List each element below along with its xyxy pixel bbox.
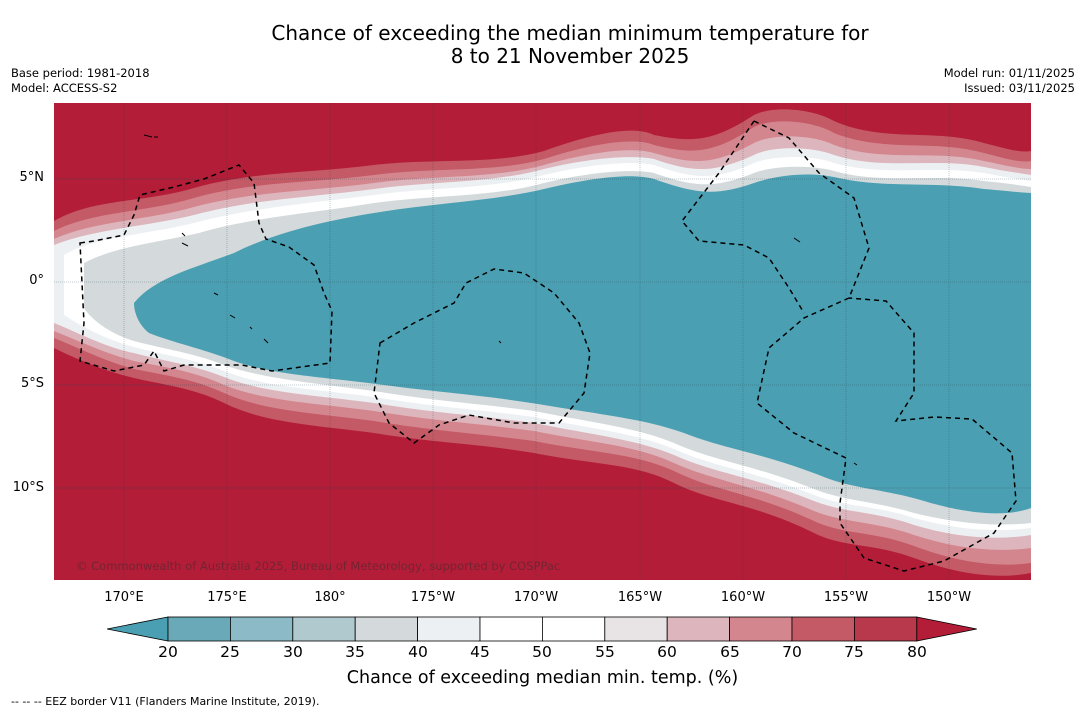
eez-legend: -- -- -- EEZ border V11 (Flanders Marine…: [11, 695, 320, 708]
lon-label-155w: 155°W: [823, 590, 869, 605]
colorbar-tick-40: 40: [408, 643, 428, 661]
colorbar-cell: [292, 616, 356, 642]
coastlines: [143, 134, 858, 466]
title-line-2: 8 to 21 November 2025: [450, 44, 690, 68]
lat-label-0: 0°: [29, 273, 44, 288]
colorbar-tick-60: 60: [657, 643, 677, 661]
colorbar-cell: [729, 616, 793, 642]
colorbar-tick-35: 35: [345, 643, 365, 661]
lat-label-5n: 5°N: [19, 170, 45, 185]
base-period: Base period: 1981-2018: [11, 66, 150, 80]
eez-borders: [79, 120, 1017, 572]
low-probability-area: [134, 174, 1031, 514]
lon-label-150w: 150°W: [926, 590, 972, 605]
colorbar-cell: [541, 616, 606, 642]
copyright-notice: © Commonwealth of Australia 2025, Bureau…: [76, 559, 561, 573]
lat-label-10s: 10°S: [12, 480, 44, 495]
forecast-map: © Commonwealth of Australia 2025, Bureau…: [54, 103, 1031, 580]
colorbar-tick-70: 70: [782, 643, 802, 661]
colorbar-tick-75: 75: [844, 643, 864, 661]
colorbar-label: Chance of exceeding median min. temp. (%…: [346, 668, 739, 688]
lon-label-165w: 165°W: [617, 590, 663, 605]
colorbar-tick-80: 80: [907, 643, 927, 661]
model-run-date: Model run: 01/11/2025: [943, 66, 1075, 80]
colorbar-tick-50: 50: [532, 643, 552, 661]
graticule: [54, 103, 1031, 580]
colorbar: [107, 616, 977, 642]
title-line-1: Chance of exceeding the median minimum t…: [271, 21, 869, 45]
lon-label-175w: 175°W: [410, 590, 456, 605]
map-canvas: [54, 103, 1031, 580]
colorbar-cell: [417, 616, 481, 642]
lon-label-160w: 160°W: [720, 590, 766, 605]
lon-label-180: 180°: [314, 590, 346, 605]
colorbar-tick-20: 20: [158, 643, 178, 661]
colorbar-cell: [167, 616, 231, 642]
lon-label-170w: 170°W: [513, 590, 559, 605]
colorbar-cell: [354, 616, 418, 642]
lat-label-5s: 5°S: [20, 376, 44, 391]
colorbar-cell: [479, 616, 543, 642]
colorbar-cell: [666, 616, 731, 642]
colorbar-cell: [604, 616, 668, 642]
colorbar-cell: [854, 616, 918, 642]
colorbar-cell: [230, 616, 294, 642]
lon-label-170e: 170°E: [104, 590, 144, 605]
issued-date: Issued: 03/11/2025: [964, 81, 1075, 95]
colorbar-tick-55: 55: [595, 643, 615, 661]
meta-left: Base period: 1981-2018 Model: ACCESS-S2: [11, 66, 150, 96]
map-title: Chance of exceeding the median minimum t…: [0, 22, 1085, 68]
colorbar-cell: [791, 616, 855, 642]
colorbar-tick-30: 30: [283, 643, 303, 661]
colorbar-tick-45: 45: [470, 643, 490, 661]
model-name: Model: ACCESS-S2: [11, 81, 118, 95]
colorbar-tick-25: 25: [220, 643, 240, 661]
colorbar-extend-high: [916, 616, 977, 642]
lon-label-175e: 175°E: [207, 590, 247, 605]
colorbar-extend-low: [107, 616, 169, 642]
meta-right: Model run: 01/11/2025 Issued: 03/11/2025: [944, 66, 1075, 96]
colorbar-tick-65: 65: [720, 643, 740, 661]
colorbar-cells: [107, 616, 977, 642]
